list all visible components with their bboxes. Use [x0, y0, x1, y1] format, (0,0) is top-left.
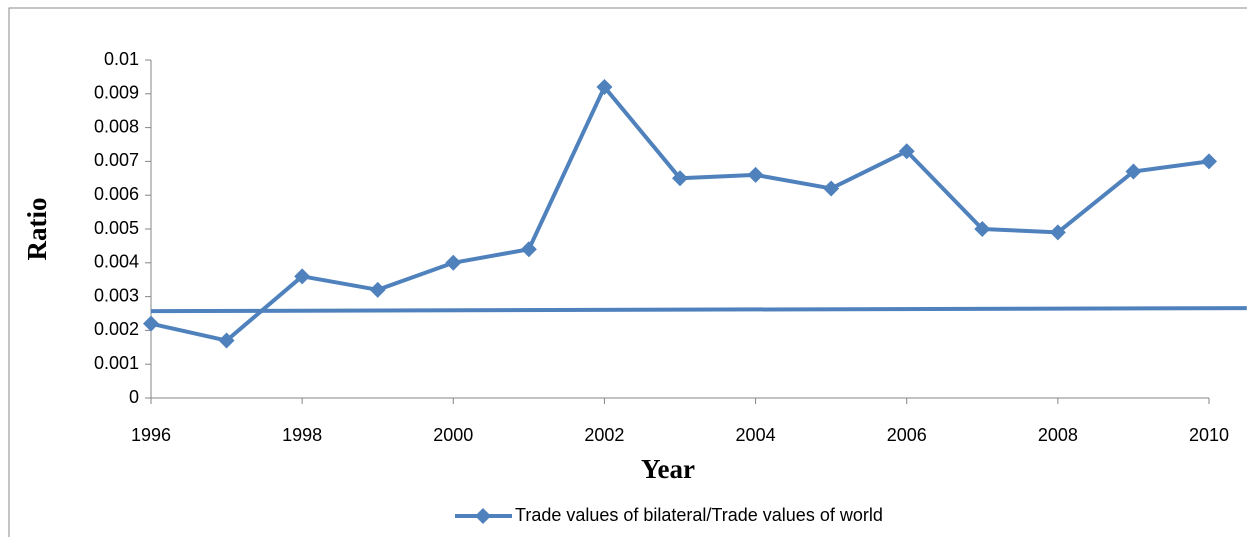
- y-tick-label: 0.002: [94, 319, 139, 339]
- series-line: [150, 85, 1210, 343]
- point-marker: [823, 180, 840, 197]
- legend-marker: [475, 508, 491, 524]
- point-marker: [974, 221, 991, 237]
- y-tick-label: 0: [129, 387, 139, 407]
- point-marker: [672, 170, 688, 187]
- y-tick-label: 0.006: [94, 184, 139, 204]
- point-marker: [445, 254, 462, 271]
- y-tick-label: 0.001: [94, 353, 139, 373]
- x-tick-label: 1996: [131, 425, 171, 445]
- point-marker: [596, 79, 613, 96]
- x-tick-label: 2000: [433, 425, 473, 445]
- x-tick-label: 2006: [887, 425, 927, 445]
- x-tick-label: 2008: [1038, 425, 1078, 445]
- x-tick-label: 2004: [736, 425, 776, 445]
- point-marker: [369, 281, 386, 298]
- y-axis-label: Ratio: [22, 198, 52, 261]
- point-marker: [294, 268, 311, 285]
- point-marker: [1049, 224, 1066, 241]
- point-marker: [520, 241, 537, 258]
- point-marker: [1125, 163, 1142, 180]
- chart-frame: [8, 7, 1247, 537]
- point-marker: [898, 143, 915, 160]
- y-tick-label: 0.007: [94, 150, 139, 170]
- y-tick-label: 0.008: [94, 116, 139, 136]
- point-marker: [1201, 153, 1217, 170]
- y-tick-label: 0.009: [94, 83, 139, 103]
- y-tick-label: 0.01: [104, 49, 139, 69]
- trend-line: [150, 306, 1247, 314]
- legend-label: Trade values of bilateral/Trade values o…: [515, 505, 883, 525]
- x-tick-label: 2002: [584, 425, 624, 445]
- point-marker: [218, 332, 235, 349]
- y-tick-label: 0.004: [94, 252, 139, 272]
- x-axis-label: Year: [641, 454, 695, 484]
- y-tick-label: 0.005: [94, 218, 139, 238]
- point-marker: [143, 315, 159, 332]
- x-tick-label: 2010: [1189, 425, 1229, 445]
- point-marker: [747, 166, 764, 183]
- y-tick-label: 0.003: [94, 285, 139, 305]
- x-tick-label: 1998: [282, 425, 322, 445]
